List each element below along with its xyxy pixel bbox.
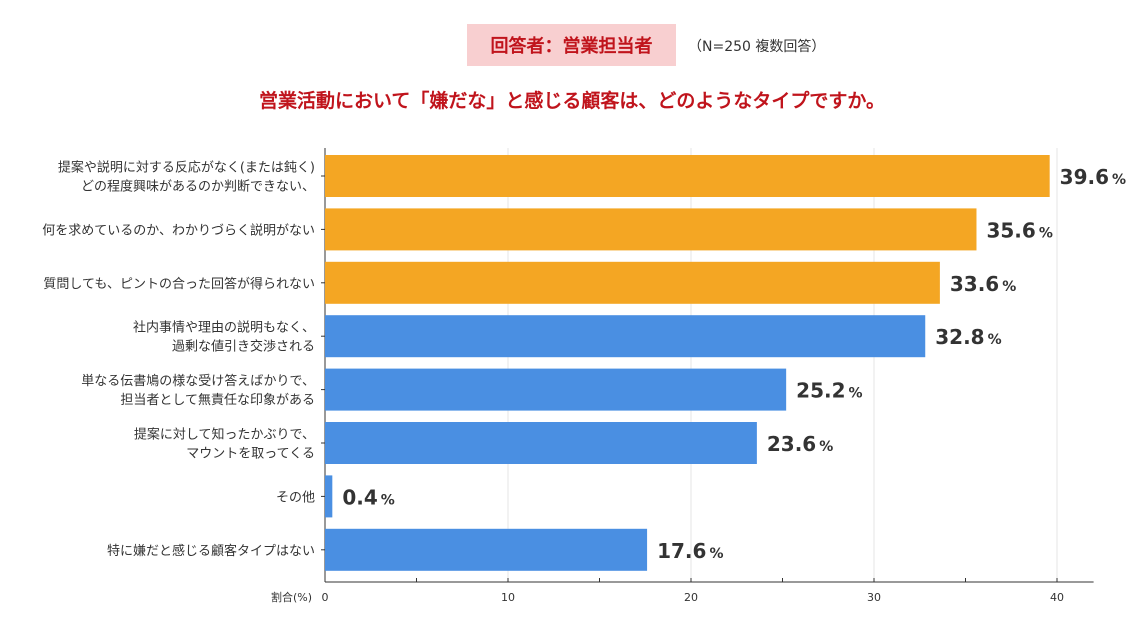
bar	[325, 315, 926, 358]
data-label: 32.8%	[935, 325, 1001, 349]
category-label: 提案や説明に対する反応がなく(または鈍く)	[58, 160, 315, 176]
respondent-badge: 回答者：営業担当者	[467, 24, 676, 66]
data-label: 25.2%	[796, 379, 862, 403]
data-label: 23.6%	[767, 432, 833, 456]
sample-note: （N=250 複数回答）	[688, 39, 826, 55]
x-axis-label: 割合(%)	[271, 590, 312, 604]
data-label: 17.6%	[657, 539, 723, 563]
data-label: 33.6%	[950, 272, 1016, 296]
bar	[325, 528, 648, 571]
x-tick-label: 0	[322, 591, 329, 604]
x-tick-label: 30	[867, 591, 881, 604]
category-label: その他	[276, 490, 315, 505]
x-tick-label: 20	[684, 591, 698, 604]
bar	[325, 208, 977, 251]
data-label: 35.6%	[986, 218, 1052, 242]
category-label: 何を求めているのか、わかりづらく説明がない	[42, 222, 315, 238]
x-tick-label: 40	[1050, 591, 1064, 604]
category-label: 質問しても、ピントの合った回答が得られない	[43, 276, 315, 292]
x-tick-label: 10	[501, 591, 515, 604]
bar	[325, 422, 757, 464]
category-label: マウントを取ってくる	[186, 447, 315, 462]
data-label: 39.6%	[1060, 165, 1126, 189]
bar	[325, 155, 1050, 197]
category-label: 提案に対して知ったかぶりで、	[134, 427, 315, 443]
bar	[325, 475, 333, 518]
category-label: 特に嫌だと感じる顧客タイプはない	[107, 543, 315, 559]
category-label: 担当者として無責任な印象がある	[120, 393, 315, 408]
category-label: 過剰な値引き交渉される	[172, 339, 315, 355]
bar	[325, 368, 787, 411]
bar	[325, 261, 940, 304]
data-label: 0.4%	[342, 485, 394, 509]
category-label: 単なる伝書鳩の様な受け答えばかりで、	[81, 373, 315, 389]
category-label: どの程度興味があるのか判断できない、	[81, 179, 315, 195]
chart-title: 営業活動において「嫌だな」と感じる顧客は、どのようなタイプですか。	[258, 90, 886, 112]
category-label: 社内事情や理由の説明もなく、	[133, 320, 315, 336]
